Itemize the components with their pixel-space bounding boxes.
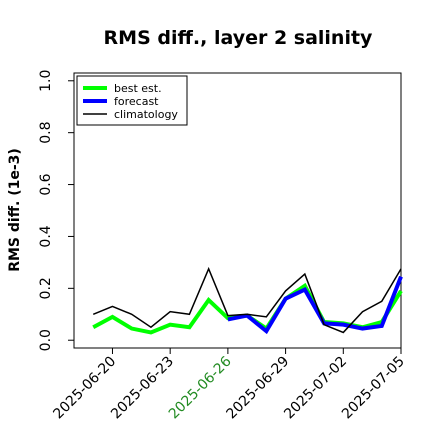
y-axis-label: RMS diff. (1e-3) — [7, 148, 23, 272]
legend-label: climatology — [114, 108, 178, 121]
y-axis: 0.0 0.2 0.4 0.6 0.8 1.0 — [38, 70, 74, 351]
chart-title: RMS diff., layer 2 salinity — [104, 27, 374, 49]
legend-label: best est. — [114, 82, 162, 95]
y-tick-label: 0.8 — [38, 122, 54, 144]
y-tick-label: 0.2 — [38, 277, 54, 299]
x-axis: 2025-06-202025-06-232025-06-262025-06-29… — [50, 348, 408, 423]
y-tick-label: 0.4 — [38, 225, 54, 247]
series-line — [92, 266, 402, 334]
plot-frame — [73, 72, 402, 349]
series-line — [227, 275, 403, 335]
y-tick-label: 0.0 — [38, 329, 54, 351]
plot-lines — [92, 266, 403, 335]
y-tick-label: 1.0 — [38, 70, 54, 92]
y-tick-label: 0.6 — [38, 173, 54, 195]
legend-label: forecast — [114, 95, 159, 108]
x-tick-label: 2025-07-05 — [339, 354, 408, 423]
